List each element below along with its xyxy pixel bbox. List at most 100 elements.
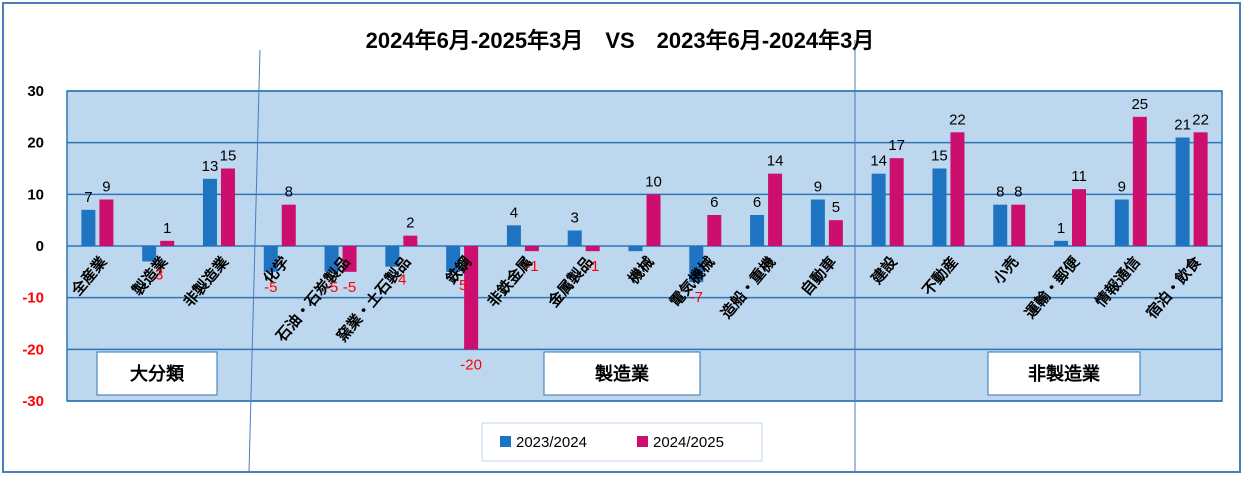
group-box xyxy=(543,351,701,396)
bar xyxy=(707,215,722,246)
data-label: 9 xyxy=(814,179,822,196)
bar xyxy=(1193,132,1208,246)
group-divider xyxy=(248,49,261,473)
bar xyxy=(585,246,600,252)
data-label: 11 xyxy=(1071,168,1087,185)
bar xyxy=(403,235,418,246)
y-axis-ticks: 30 20 10 0 -10 -20 -30 xyxy=(22,83,44,410)
bar xyxy=(220,168,235,246)
bar xyxy=(385,246,400,267)
bar xyxy=(524,246,539,252)
data-label: 8 xyxy=(1014,184,1022,201)
bar xyxy=(768,173,783,246)
bar xyxy=(1011,204,1026,246)
bar xyxy=(567,230,582,246)
data-label: 3 xyxy=(155,267,163,284)
data-label: -5 xyxy=(264,279,277,296)
data-label: 21 xyxy=(1174,117,1191,134)
data-label: 6 xyxy=(710,194,718,211)
bar xyxy=(446,246,461,272)
y-tick-label: 30 xyxy=(27,83,44,100)
data-label: 13 xyxy=(202,158,219,175)
bar xyxy=(464,246,479,350)
y-tick-label: 0 xyxy=(36,238,44,255)
y-tick-label: -10 xyxy=(22,290,44,307)
bar xyxy=(1072,189,1087,246)
data-label: 22 xyxy=(1192,111,1209,128)
bar xyxy=(932,168,947,246)
bar xyxy=(263,246,278,272)
bar xyxy=(506,225,521,246)
bar xyxy=(828,220,843,246)
data-label: 15 xyxy=(931,148,948,165)
legend-box xyxy=(481,422,763,462)
bar xyxy=(646,194,661,246)
group-box-label: 大分類 xyxy=(130,363,185,385)
data-label: 22 xyxy=(949,111,966,128)
bar xyxy=(281,204,296,246)
data-label: 4 xyxy=(510,204,518,221)
bar xyxy=(324,246,339,272)
data-label: 1 xyxy=(163,220,171,237)
group-boxes: 大分類 製造業 非製造業 xyxy=(96,351,1141,396)
data-label: 4 xyxy=(398,272,406,289)
data-label: -1 xyxy=(525,258,538,275)
legend: 2023/2024 2024/2025 xyxy=(481,422,763,462)
data-label: 5 xyxy=(459,277,467,294)
group-dividers xyxy=(248,40,856,473)
y-tick-label: 20 xyxy=(27,135,44,152)
bars xyxy=(81,116,1208,350)
bar xyxy=(1114,199,1129,246)
chart-title: 2024年6月-2025年3月 VS 2023年6月-2024年3月 xyxy=(366,28,875,53)
bar xyxy=(750,215,765,246)
legend-swatch xyxy=(500,436,511,447)
bar xyxy=(81,209,96,246)
bar xyxy=(810,199,825,246)
bar xyxy=(950,132,965,246)
data-label: 14 xyxy=(870,153,887,170)
bar xyxy=(871,173,886,246)
data-label: -5 xyxy=(343,279,356,296)
data-label: 15 xyxy=(220,148,237,165)
data-label: 1 xyxy=(1057,220,1065,237)
group-box xyxy=(96,351,218,396)
data-label: 17 xyxy=(888,137,905,154)
data-label: 7 xyxy=(84,189,92,206)
bar xyxy=(993,204,1008,246)
data-label: 25 xyxy=(1131,96,1148,113)
data-label: -5 xyxy=(325,279,338,296)
bar xyxy=(1054,240,1069,246)
data-label: -7 xyxy=(690,289,703,306)
data-label: 9 xyxy=(102,179,110,196)
data-label: 5 xyxy=(832,199,840,216)
bar xyxy=(1175,137,1190,246)
bar xyxy=(342,246,357,272)
group-box-label: 製造業 xyxy=(594,363,650,385)
data-label: 10 xyxy=(645,173,662,190)
data-label: 8 xyxy=(285,184,293,201)
legend-swatch xyxy=(637,436,648,447)
group-box xyxy=(987,351,1141,396)
bar xyxy=(99,199,114,246)
bar xyxy=(889,158,904,246)
bar xyxy=(1132,116,1147,246)
bar xyxy=(202,178,217,246)
data-label: -1 xyxy=(586,258,599,275)
bar xyxy=(160,240,175,246)
data-label: -20 xyxy=(460,356,482,373)
y-tick-label: -20 xyxy=(22,341,44,358)
data-label: 8 xyxy=(996,184,1004,201)
data-label: 9 xyxy=(1118,179,1126,196)
data-label: 14 xyxy=(767,153,784,170)
y-tick-label: -30 xyxy=(22,393,44,410)
data-label: 2 xyxy=(406,215,414,232)
gridlines xyxy=(67,90,1222,402)
data-label: 6 xyxy=(753,194,761,211)
bar xyxy=(142,246,157,262)
bar xyxy=(628,246,643,252)
legend-label: 2023/2024 xyxy=(516,434,587,451)
bar xyxy=(689,246,704,283)
group-box-label: 非製造業 xyxy=(1028,363,1101,385)
